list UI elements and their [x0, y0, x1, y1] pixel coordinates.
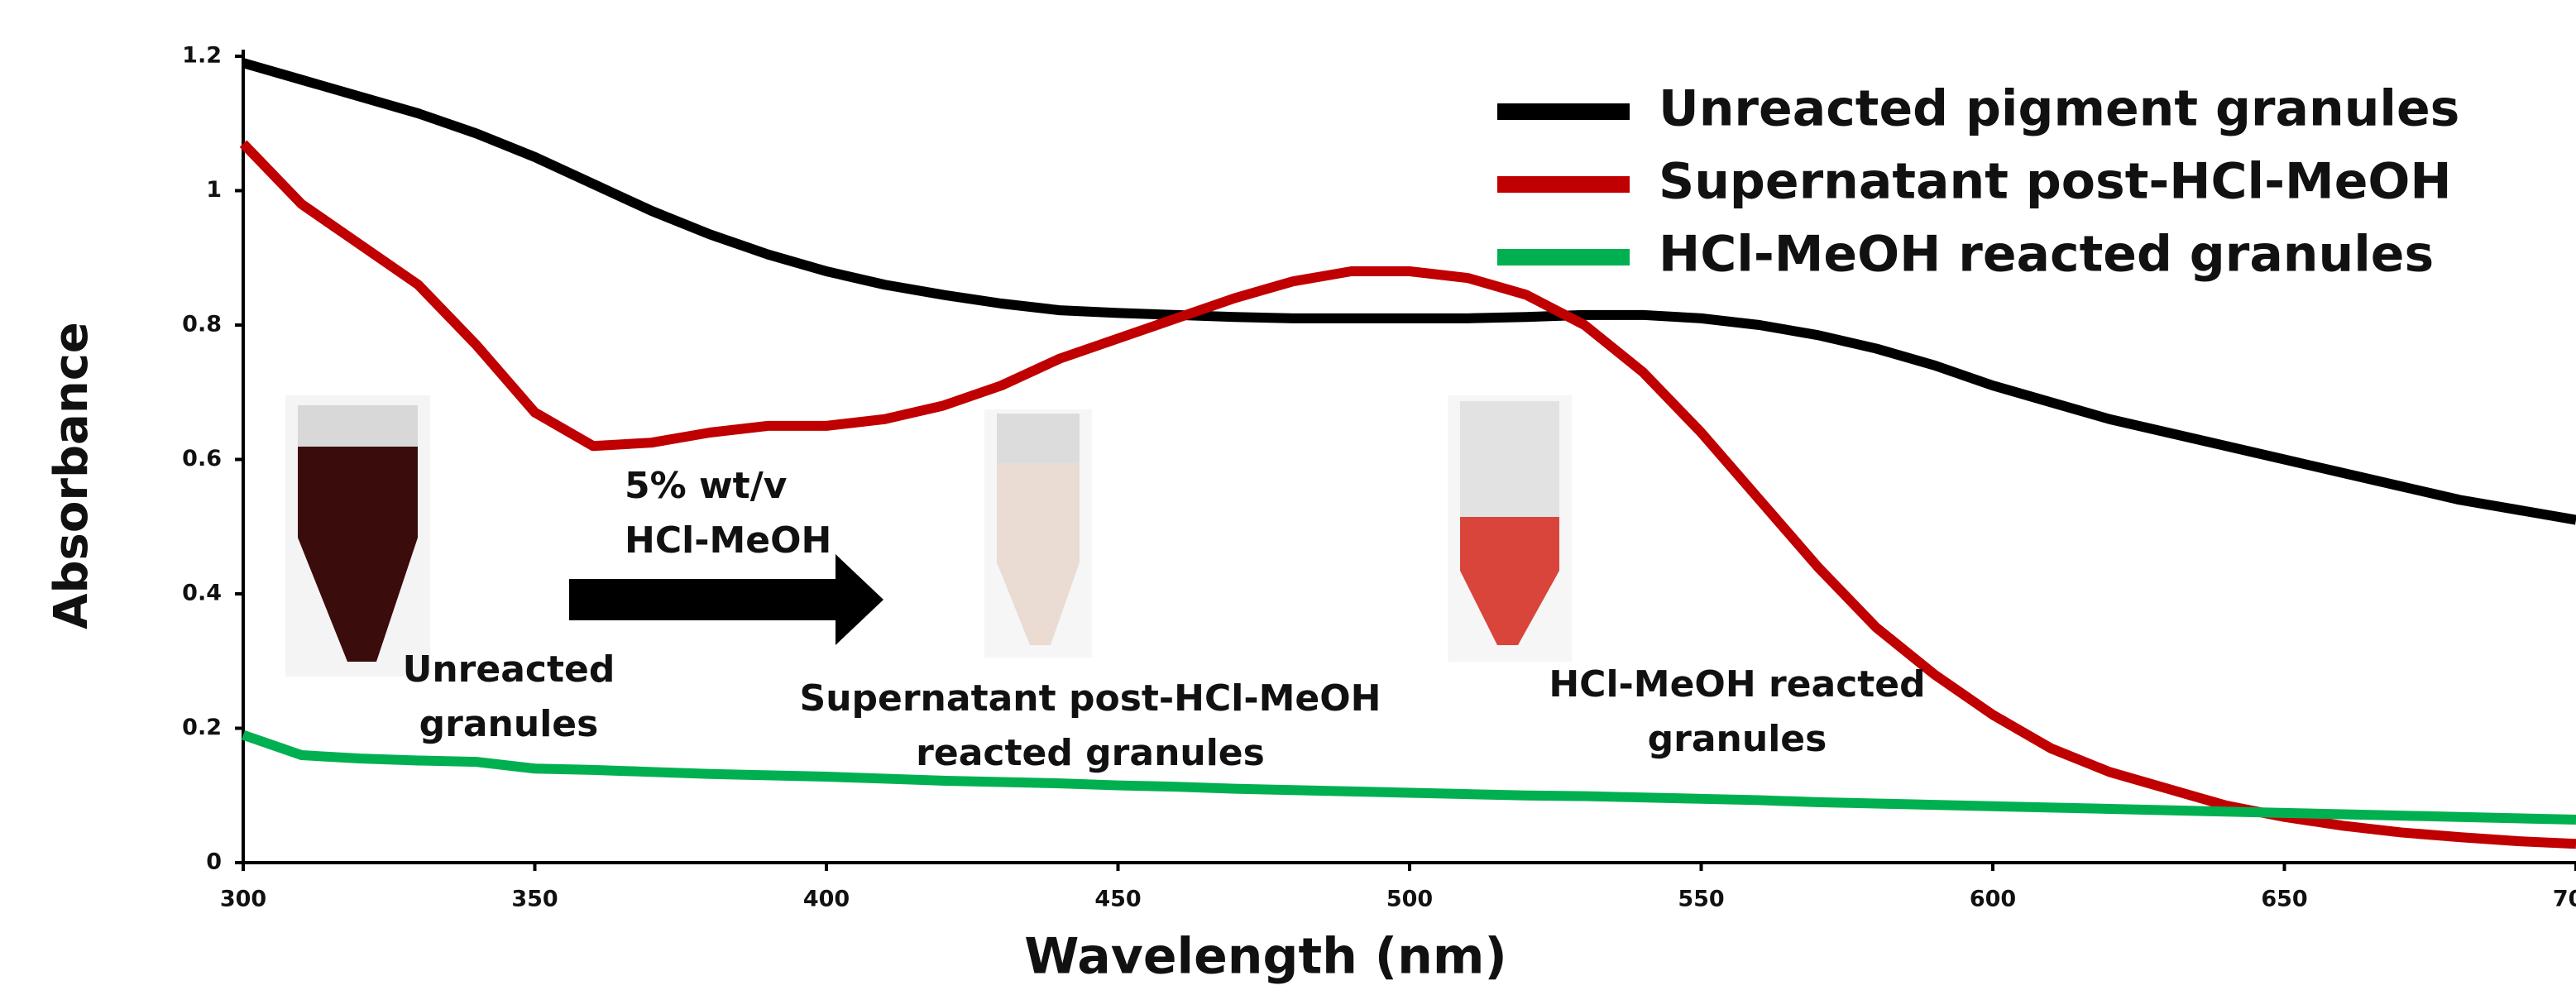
y-tick-label: 1.2	[182, 43, 222, 69]
annotation: Supernatant post-HCl-MeOH	[800, 677, 1381, 720]
x-tick-label: 600	[1970, 887, 2016, 912]
tube-supernatant	[984, 409, 1092, 658]
y-axis-title: Absorbance	[45, 322, 98, 629]
x-tick-label: 650	[2261, 887, 2307, 912]
page: Absorbance Wavelength (nm) 0 0.2 0.4 0.6 0.8…	[0, 0, 2576, 995]
annotation: HCl-MeOH reacted	[1549, 663, 1925, 706]
legend-label: HCl-MeOH reacted granules	[1659, 226, 2434, 284]
x-tick-label: 300	[220, 887, 266, 912]
y-tick-label: 0.4	[182, 581, 222, 606]
reaction-arrow	[569, 554, 883, 645]
x-tick-label: 500	[1386, 887, 1433, 912]
chart: Absorbance Wavelength (nm) 0 0.2 0.4 0.6 0.8…	[0, 0, 2576, 995]
legend-label: Supernatant post-HCl-MeOH	[1659, 153, 2452, 211]
annotation: HCl-MeOH	[625, 519, 831, 562]
x-tick-label: 350	[511, 887, 558, 912]
annotation: granules	[419, 703, 599, 745]
y-tick-label: 0.6	[182, 446, 222, 471]
series-line	[243, 735, 2576, 820]
annotation: 5% wt/v	[625, 465, 788, 507]
x-axis-title: Wavelength (nm)	[1024, 928, 1507, 986]
legend-label: Unreacted pigment granules	[1659, 80, 2459, 138]
x-tick-label: 700	[2553, 887, 2576, 912]
y-tick-label: 0.2	[182, 715, 222, 740]
tube-reacted	[1448, 395, 1572, 662]
x-tick-label: 450	[1094, 887, 1141, 912]
annotation: granules	[1648, 718, 1827, 760]
y-tick-label: 0	[206, 849, 222, 875]
y-tick-label: 0.8	[182, 312, 222, 337]
x-tick-label: 400	[803, 887, 850, 912]
annotation: Unreacted	[403, 648, 615, 691]
tube-unreacted	[285, 395, 430, 677]
annotation: reacted granules	[916, 732, 1265, 774]
y-tick-label: 1	[206, 177, 222, 203]
x-tick-label: 550	[1678, 887, 1724, 912]
